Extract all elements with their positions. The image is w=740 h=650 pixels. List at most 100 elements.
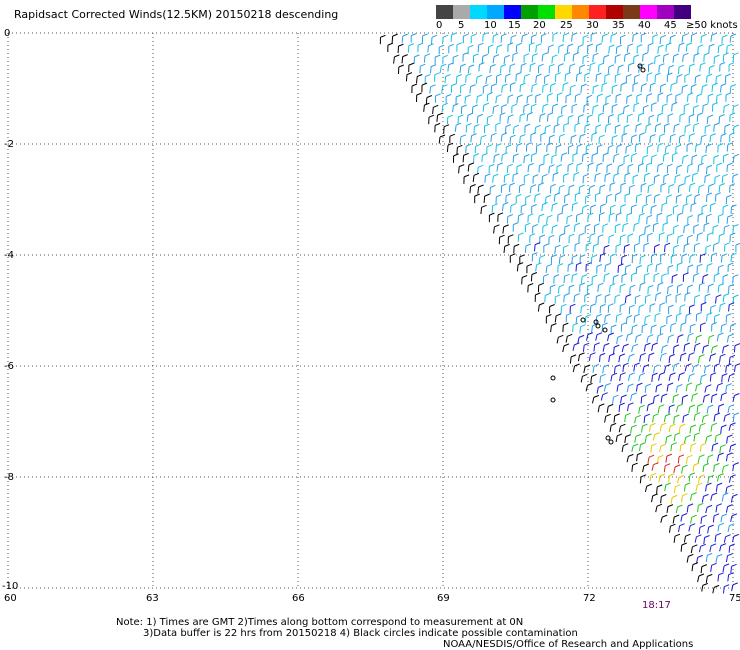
wind-barb bbox=[427, 45, 429, 53]
wind-barb-feather bbox=[642, 52, 649, 56]
wind-barb-feather bbox=[668, 64, 675, 68]
wind-barb bbox=[519, 136, 521, 144]
wind-barb bbox=[613, 347, 615, 354]
wind-barb bbox=[720, 515, 723, 523]
wind-barb-feather bbox=[593, 52, 599, 56]
wind-barb-feather bbox=[541, 33, 547, 37]
wind-barb-feather bbox=[651, 102, 657, 106]
wind-barb bbox=[482, 34, 484, 42]
wind-barb-feather bbox=[653, 222, 659, 226]
wind-barb bbox=[721, 375, 723, 383]
wind-barb-feather bbox=[417, 74, 423, 77]
wind-barb-feather bbox=[703, 274, 709, 277]
wind-barb-feather bbox=[589, 184, 595, 188]
wind-barb bbox=[646, 95, 648, 103]
wind-barb-feather bbox=[538, 63, 544, 67]
wind-barb bbox=[512, 155, 515, 163]
wind-barb-feather bbox=[651, 204, 657, 208]
wind-barb bbox=[446, 145, 449, 153]
wind-barb-feather bbox=[542, 223, 549, 227]
wind-barb-feather bbox=[502, 83, 508, 87]
wind-barb bbox=[688, 406, 691, 414]
wind-barb-feather bbox=[661, 422, 667, 426]
wind-barb bbox=[725, 365, 727, 373]
wind-barb bbox=[459, 66, 462, 73]
wind-barb-feather bbox=[584, 103, 590, 107]
wind-barb-feather bbox=[662, 222, 669, 226]
wind-barb-feather bbox=[689, 373, 695, 377]
wind-barb-feather bbox=[542, 52, 549, 56]
wind-barb bbox=[676, 237, 679, 244]
legend-swatch bbox=[555, 5, 572, 19]
wind-barb-feather bbox=[529, 233, 536, 237]
wind-barb-feather bbox=[637, 44, 643, 48]
wind-barb-feather bbox=[530, 62, 536, 66]
wind-barb-feather bbox=[685, 292, 691, 296]
wind-barb-feather bbox=[681, 322, 687, 326]
wind-barb-feather bbox=[730, 474, 736, 478]
wind-barb-feather bbox=[717, 382, 723, 386]
wind-barb-feather bbox=[662, 202, 668, 206]
wind-barb bbox=[615, 47, 618, 55]
wind-barb-feather bbox=[455, 122, 462, 126]
wind-barb-feather bbox=[714, 54, 720, 58]
wind-barb bbox=[651, 495, 654, 503]
wind-barb-feather bbox=[706, 192, 713, 196]
wind-barb bbox=[730, 515, 733, 522]
wind-barb bbox=[624, 266, 627, 274]
wind-barb bbox=[577, 337, 580, 344]
wind-barb bbox=[530, 274, 533, 282]
wind-barb-feather bbox=[527, 112, 533, 115]
wind-barb-feather bbox=[590, 352, 596, 356]
wind-barb-feather bbox=[654, 244, 660, 247]
wind-barb bbox=[665, 44, 667, 52]
wind-barb-feather bbox=[627, 113, 633, 117]
wind-barb bbox=[405, 74, 408, 82]
wind-barb-feather bbox=[524, 173, 530, 177]
wind-barb bbox=[654, 294, 657, 302]
wind-barb-feather bbox=[463, 152, 469, 156]
wind-barb bbox=[722, 565, 725, 573]
wind-barb bbox=[677, 456, 680, 464]
wind-barb-feather bbox=[569, 233, 575, 237]
wind-barb bbox=[665, 196, 668, 204]
wind-barb bbox=[710, 494, 713, 501]
wind-barb bbox=[723, 536, 727, 543]
wind-barb bbox=[642, 366, 645, 373]
wind-barb-feather bbox=[698, 502, 704, 506]
wind-barb-feather bbox=[525, 243, 532, 247]
wind-barb bbox=[713, 124, 715, 132]
wind-barb-feather bbox=[713, 154, 720, 158]
wind-barb bbox=[712, 244, 715, 252]
wind-barb-feather bbox=[720, 444, 726, 448]
wind-barb-feather bbox=[620, 234, 626, 238]
wind-barb-feather bbox=[539, 163, 545, 167]
wind-barb-feather bbox=[707, 263, 713, 266]
legend-label: 10 bbox=[484, 20, 497, 31]
wind-barb bbox=[690, 35, 693, 43]
wind-barb-feather bbox=[465, 94, 471, 98]
wind-barb-feather bbox=[614, 344, 620, 348]
wind-barb-feather bbox=[659, 302, 666, 306]
wind-barb bbox=[685, 384, 688, 392]
wind-barb-feather bbox=[677, 212, 684, 216]
wind-barb-feather bbox=[646, 93, 653, 97]
wind-barb-feather bbox=[618, 263, 624, 267]
wind-barb-feather bbox=[691, 32, 697, 36]
wind-barb bbox=[608, 46, 610, 54]
wind-barb bbox=[646, 336, 649, 343]
wind-barb-feather bbox=[723, 52, 729, 56]
wind-barb bbox=[680, 324, 682, 332]
wind-barb-feather bbox=[694, 52, 700, 56]
wind-barb-feather bbox=[656, 383, 662, 387]
wind-barb bbox=[649, 84, 652, 92]
wind-barb-feather bbox=[679, 523, 685, 527]
wind-barb-feather bbox=[670, 133, 676, 137]
wind-barb-feather bbox=[642, 323, 648, 327]
wind-barb-feather bbox=[675, 144, 682, 148]
wind-barb-feather bbox=[701, 204, 708, 208]
wind-barb bbox=[714, 535, 717, 542]
wind-barb bbox=[694, 536, 697, 543]
contamination-marker bbox=[550, 397, 556, 403]
wind-barb-feather bbox=[726, 194, 732, 198]
